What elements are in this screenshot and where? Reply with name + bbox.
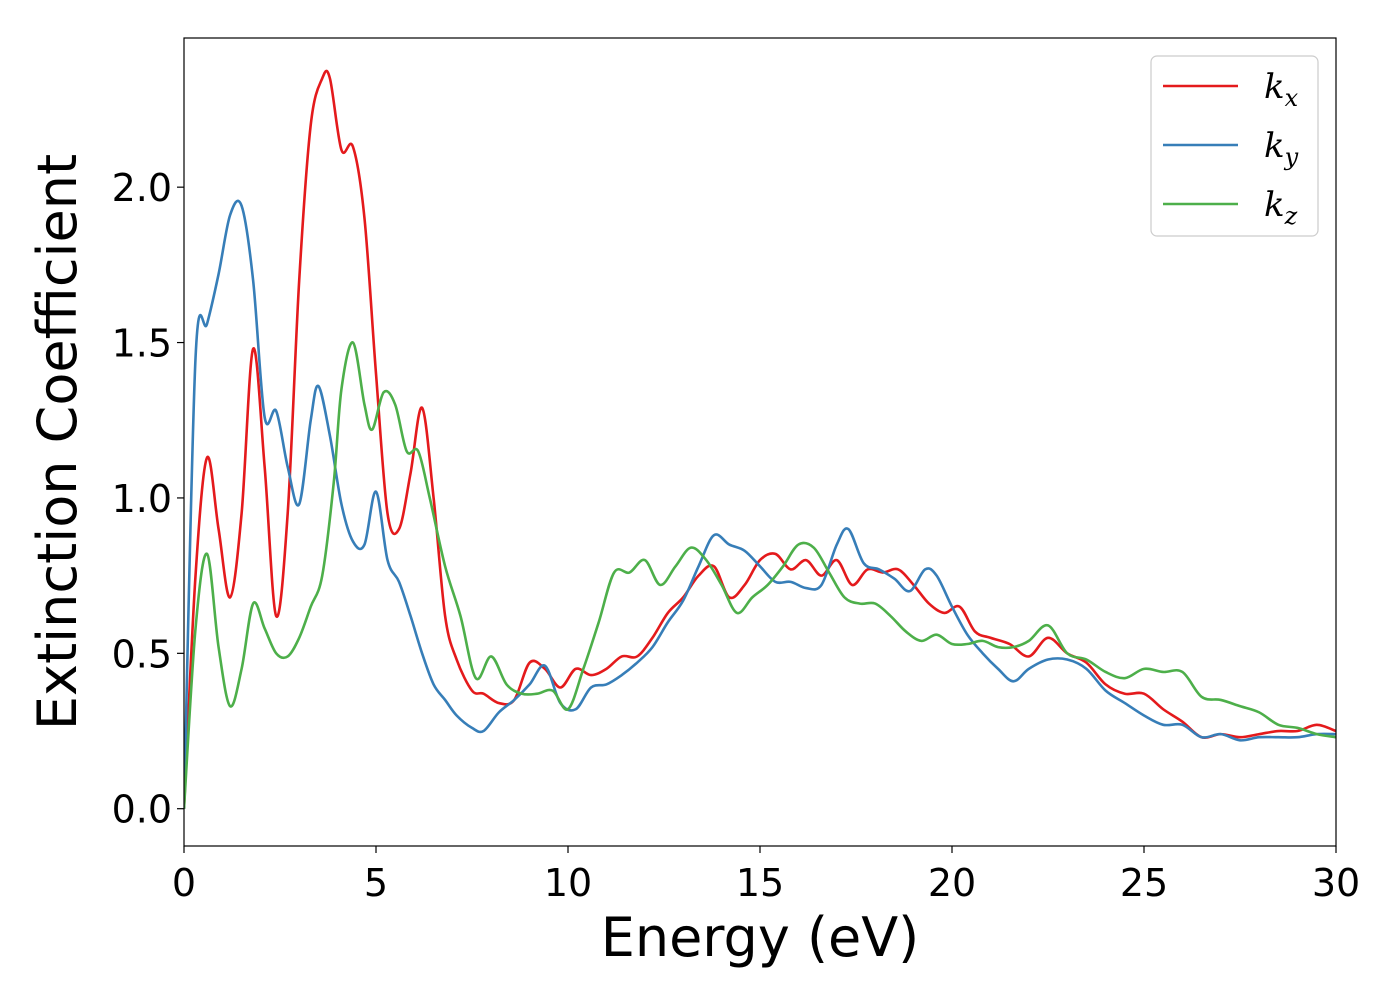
y-tick-label: 2.0	[112, 166, 172, 210]
x-tick-label: 0	[172, 861, 196, 905]
y-axis-title: Extinction Coefficient	[26, 154, 89, 730]
x-tick-label: 30	[1312, 861, 1360, 905]
x-tick-label: 5	[364, 861, 388, 905]
x-tick-label: 25	[1120, 861, 1168, 905]
x-tick-label: 15	[736, 861, 784, 905]
x-axis: 0 5 10 15 20 25 30	[172, 846, 1360, 905]
y-tick-label: 0.0	[112, 788, 172, 832]
series-line-z	[184, 341, 1336, 809]
x-axis-title: Energy (eV)	[601, 906, 920, 969]
y-axis: 0.0 0.5 1.0 1.5 2.0	[112, 166, 184, 832]
y-tick-label: 1.0	[112, 477, 172, 521]
plot-area	[184, 69, 1336, 809]
series-line-y	[184, 199, 1336, 809]
x-tick-label: 20	[928, 861, 976, 905]
y-tick-label: 0.5	[112, 632, 172, 676]
legend-label-x: kx	[1264, 67, 1299, 112]
legend-label-y: ky	[1264, 126, 1299, 171]
x-tick-label: 10	[544, 861, 592, 905]
y-tick-label: 1.5	[112, 322, 172, 366]
